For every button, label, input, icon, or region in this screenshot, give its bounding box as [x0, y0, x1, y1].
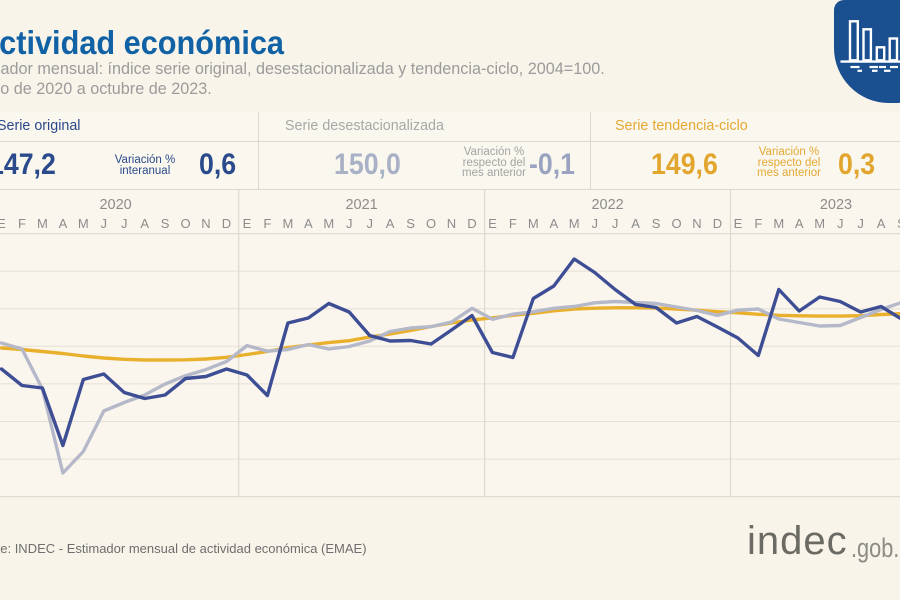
- svg-text:S: S: [161, 216, 170, 231]
- svg-text:2023: 2023: [820, 197, 852, 213]
- svg-text:A: A: [631, 216, 640, 231]
- svg-text:O: O: [426, 216, 436, 231]
- svg-text:J: J: [857, 216, 864, 231]
- svg-text:A: A: [386, 216, 395, 231]
- svg-text:N: N: [447, 216, 456, 231]
- svg-text:J: J: [591, 216, 598, 231]
- svg-text:J: J: [366, 216, 373, 231]
- svg-text:F: F: [754, 216, 762, 231]
- svg-text:O: O: [181, 216, 191, 231]
- svg-text:2022: 2022: [591, 197, 623, 213]
- svg-text:J: J: [121, 216, 128, 231]
- svg-text:M: M: [37, 216, 48, 231]
- svg-text:S: S: [406, 216, 415, 231]
- svg-text:O: O: [671, 216, 681, 231]
- svg-text:M: M: [528, 216, 539, 231]
- svg-text:A: A: [795, 216, 804, 231]
- svg-text:E: E: [243, 216, 252, 231]
- svg-text:D: D: [713, 216, 722, 231]
- svg-text:J: J: [101, 216, 108, 231]
- svg-text:2020: 2020: [99, 197, 131, 213]
- svg-text:J: J: [346, 216, 353, 231]
- svg-text:E: E: [0, 216, 6, 231]
- svg-text:M: M: [773, 216, 784, 231]
- svg-text:A: A: [304, 216, 313, 231]
- svg-text:D: D: [222, 216, 231, 231]
- svg-text:S: S: [897, 216, 900, 231]
- svg-text:F: F: [263, 216, 271, 231]
- svg-text:J: J: [837, 216, 844, 231]
- svg-text:N: N: [692, 216, 701, 231]
- svg-text:F: F: [18, 216, 26, 231]
- svg-text:M: M: [282, 216, 293, 231]
- svg-text:J: J: [612, 216, 619, 231]
- svg-text:S: S: [652, 216, 661, 231]
- svg-text:F: F: [509, 216, 517, 231]
- svg-text:E: E: [734, 216, 743, 231]
- svg-text:2021: 2021: [345, 197, 377, 213]
- svg-text:N: N: [201, 216, 210, 231]
- svg-text:A: A: [549, 216, 558, 231]
- svg-text:M: M: [814, 216, 825, 231]
- svg-text:E: E: [488, 216, 497, 231]
- svg-text:A: A: [59, 216, 68, 231]
- svg-text:D: D: [467, 216, 476, 231]
- svg-text:M: M: [78, 216, 89, 231]
- svg-text:M: M: [323, 216, 334, 231]
- svg-text:M: M: [569, 216, 580, 231]
- svg-text:A: A: [140, 216, 149, 231]
- svg-text:A: A: [877, 216, 886, 231]
